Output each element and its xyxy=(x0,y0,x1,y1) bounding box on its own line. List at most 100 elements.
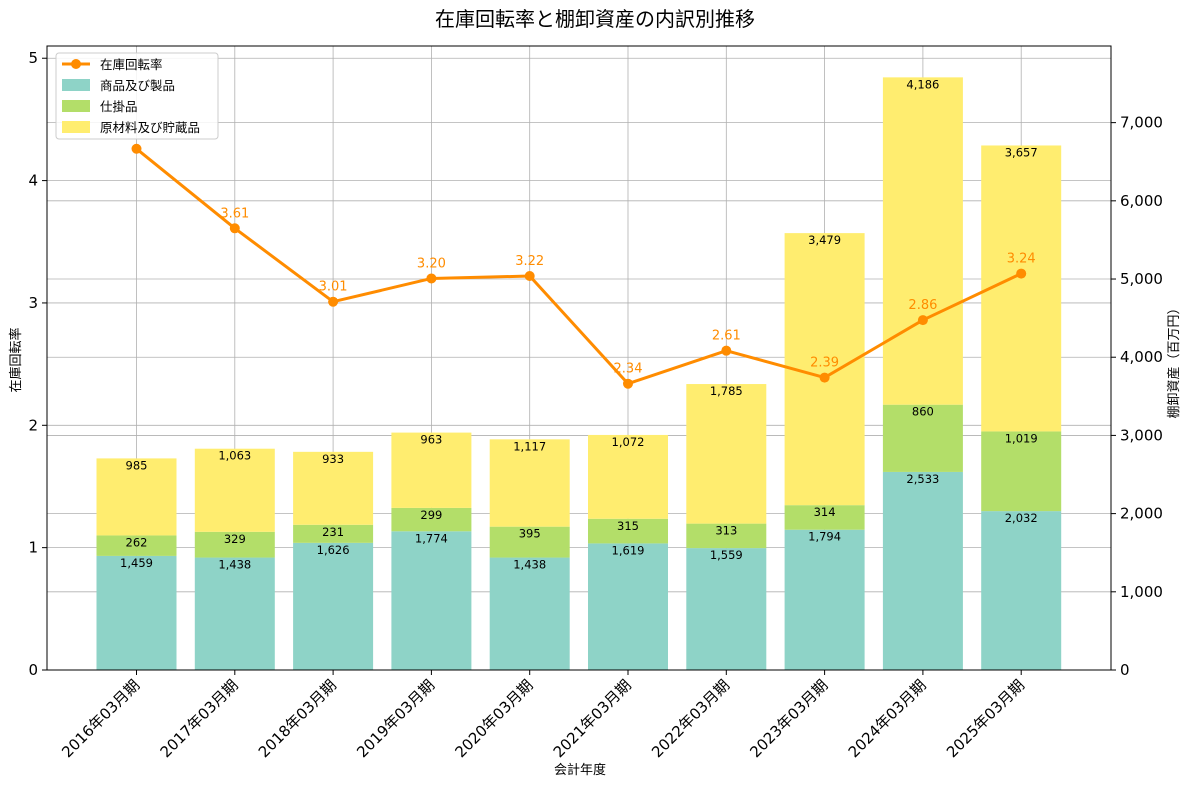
bar-products xyxy=(882,471,963,670)
y-right-tick-label: 3,000 xyxy=(1120,426,1163,444)
legend-label: 在庫回転率 xyxy=(100,57,163,72)
chart-title: 在庫回転率と棚卸資産の内訳別推移 xyxy=(435,7,755,31)
bars-layer xyxy=(96,77,1062,670)
bar-materials xyxy=(686,384,767,524)
turnover-point xyxy=(1016,268,1027,279)
bar-value-label: 1,072 xyxy=(612,435,645,449)
bar-value-label: 1,438 xyxy=(218,558,251,572)
bar-wip xyxy=(981,431,1062,512)
turnover-point xyxy=(131,143,142,154)
bar-materials xyxy=(293,451,374,525)
x-tick-label: 2019年03月期 xyxy=(353,676,438,761)
y-left-tick-label: 5 xyxy=(28,49,38,67)
bar-wip xyxy=(784,505,865,530)
y-axis-left-title: 在庫回転率 xyxy=(8,327,24,392)
legend-bar-swatch xyxy=(62,121,90,133)
turnover-point xyxy=(721,345,732,356)
bar-products xyxy=(686,548,767,670)
bar-value-label: 329 xyxy=(224,532,246,546)
x-tick-label: 2024年03月期 xyxy=(845,676,930,761)
bar-materials xyxy=(981,145,1062,432)
y-right-tick-label: 6,000 xyxy=(1120,192,1163,210)
legend-box xyxy=(55,52,219,140)
x-axis-title: 会計年度 xyxy=(554,762,606,778)
y-left-tick-label: 2 xyxy=(28,416,38,434)
y-right-tick-label: 0 xyxy=(1120,661,1130,679)
y-left-tick-label: 3 xyxy=(28,294,38,312)
x-tick-label: 2023年03月期 xyxy=(746,676,831,761)
turnover-value-label: 2.86 xyxy=(908,298,937,313)
legend-label: 商品及び製品 xyxy=(100,78,175,93)
y-left-tick-label: 4 xyxy=(28,172,38,190)
bar-value-label: 1,117 xyxy=(513,439,546,453)
bar-wip xyxy=(588,518,668,544)
turnover-value-label: 3.20 xyxy=(417,256,446,271)
turnover-point xyxy=(229,223,240,234)
labels-layer: 1,459 262 985 1,438 329 1,063 1,626 231 933 1,774… xyxy=(120,77,1038,571)
x-tick-label: 2018年03月期 xyxy=(255,676,340,761)
bar-products xyxy=(489,557,570,670)
legend-bar-swatch xyxy=(62,100,90,112)
x-tick-label: 2022年03月期 xyxy=(648,676,733,761)
bar-wip xyxy=(686,523,767,549)
x-tick-label: 2021年03月期 xyxy=(550,676,635,761)
bar-value-label: 231 xyxy=(322,525,344,539)
bar-value-label: 1,063 xyxy=(218,449,251,463)
y-right-tick-label: 4,000 xyxy=(1120,348,1163,366)
bar-value-label: 933 xyxy=(322,452,344,466)
bar-products xyxy=(391,531,472,670)
x-tick-label: 2020年03月期 xyxy=(451,676,536,761)
plot-frame xyxy=(46,45,1112,671)
x-tick-label: 2025年03月期 xyxy=(943,676,1028,761)
y-right-tick-label: 7,000 xyxy=(1120,114,1163,132)
bar-value-label: 395 xyxy=(519,527,541,541)
bar-products xyxy=(194,557,275,670)
turnover-line xyxy=(135,147,1022,386)
turnover-point xyxy=(819,372,830,383)
y-left-tick-label: 1 xyxy=(28,539,38,557)
bar-materials xyxy=(882,77,963,405)
bar-value-label: 4,186 xyxy=(906,77,939,91)
bar-value-label: 963 xyxy=(420,433,442,447)
bar-wip xyxy=(882,404,963,472)
bar-wip xyxy=(489,526,570,558)
bar-value-label: 1,019 xyxy=(1005,431,1038,445)
bar-value-label: 315 xyxy=(617,519,639,533)
bar-wip xyxy=(391,507,472,532)
bar-materials xyxy=(588,434,668,519)
bar-products xyxy=(293,542,374,670)
bar-value-label: 860 xyxy=(912,405,934,419)
y-right-tick-label: 2,000 xyxy=(1120,505,1163,523)
bar-value-label: 3,657 xyxy=(1005,145,1038,159)
turnover-point xyxy=(328,296,339,307)
bar-value-label: 299 xyxy=(420,508,442,522)
bar-wip xyxy=(194,531,275,558)
turnover-value-label: 3.01 xyxy=(319,280,348,295)
bar-value-label: 1,559 xyxy=(710,548,743,562)
bar-value-label: 314 xyxy=(814,505,836,519)
x-tick-label: 2017年03月期 xyxy=(157,676,242,761)
turnover-point xyxy=(524,271,535,282)
bar-value-label: 2,533 xyxy=(906,472,939,486)
bar-value-label: 3,479 xyxy=(808,233,841,247)
bar-value-label: 1,794 xyxy=(808,530,841,544)
bar-wip xyxy=(96,535,177,556)
bar-value-label: 1,626 xyxy=(317,543,350,557)
bar-products xyxy=(981,511,1062,670)
bar-products xyxy=(784,529,865,670)
legend-bar-swatch xyxy=(62,79,90,91)
turnover-value-label: 2.39 xyxy=(810,356,839,371)
turnover-value-label: 2.34 xyxy=(614,362,643,377)
bar-value-label: 1,785 xyxy=(710,384,743,398)
turnover-value-label: 3.22 xyxy=(515,254,544,269)
turnover-point xyxy=(426,273,437,284)
bar-value-label: 1,774 xyxy=(415,531,448,545)
legend-marker-swatch xyxy=(71,59,81,69)
y-right-tick-label: 1,000 xyxy=(1120,583,1163,601)
bar-materials xyxy=(489,439,570,527)
bar-value-label: 313 xyxy=(715,524,737,538)
turnover-point xyxy=(623,378,633,389)
line-layer: 3.61 3.01 3.20 3.22 2.34 2.61 2.39 2.86 3.24 xyxy=(131,143,1036,389)
